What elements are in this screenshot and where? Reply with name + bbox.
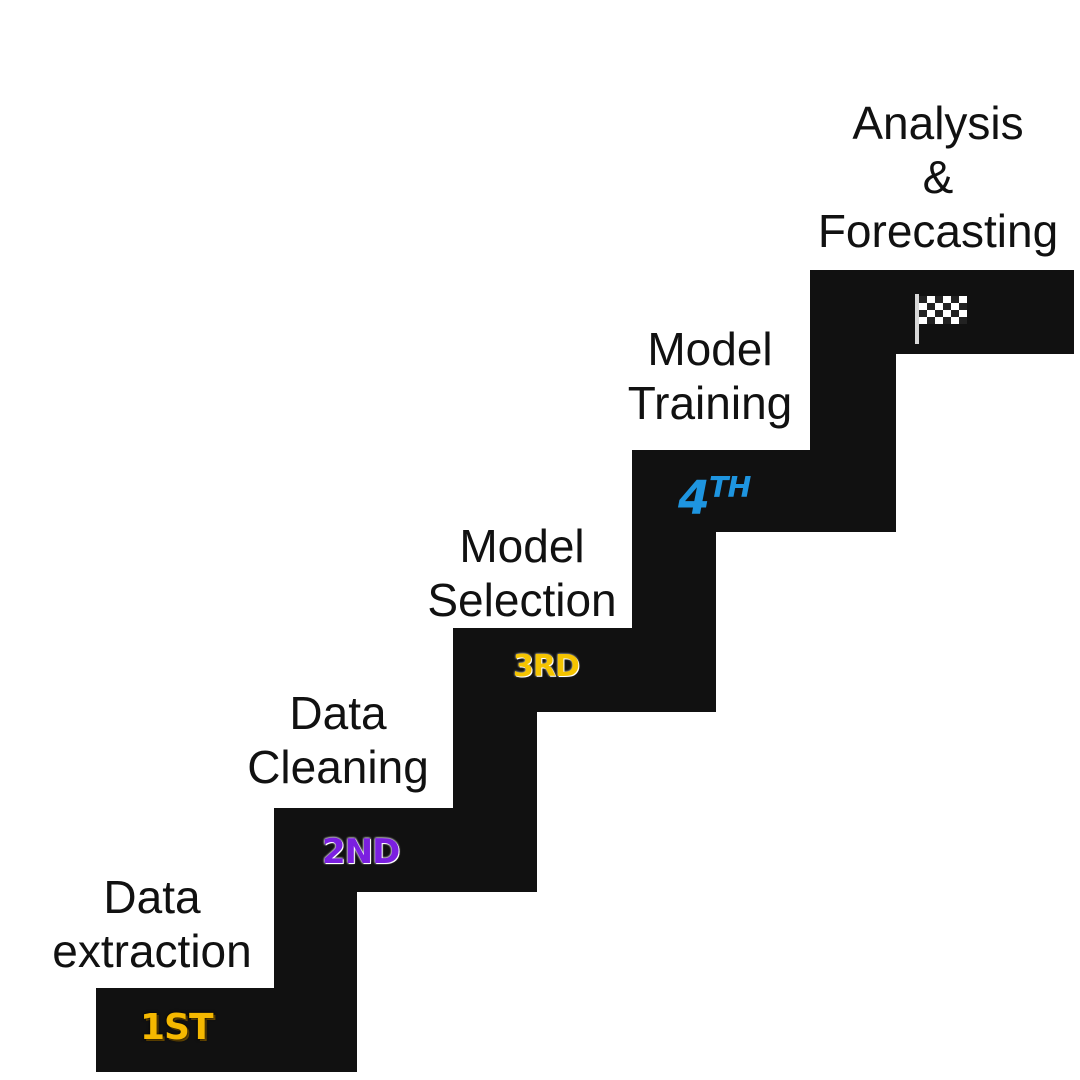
step-4-label: Model Training: [627, 323, 793, 429]
badge-4th-suffix: TH: [709, 471, 751, 504]
step-3-label: Model Selection: [427, 520, 617, 626]
badge-1st: 1ST: [140, 1007, 214, 1048]
badge-2nd: 2ND: [322, 832, 400, 872]
badge-3rd: 3RD: [513, 649, 580, 684]
step-5-label: Analysis & Forecasting: [817, 97, 1059, 257]
staircase-path: [96, 270, 1074, 1072]
step-1-label: Data extraction: [52, 871, 252, 977]
badge-4th-number: 4: [678, 470, 710, 525]
flag-pole: [915, 294, 919, 344]
checkered-flag-icon: [915, 294, 967, 344]
badge-4th: 4TH: [678, 471, 751, 520]
flag-cloth: [919, 296, 967, 324]
step-2-label: Data Cleaning: [247, 687, 429, 793]
